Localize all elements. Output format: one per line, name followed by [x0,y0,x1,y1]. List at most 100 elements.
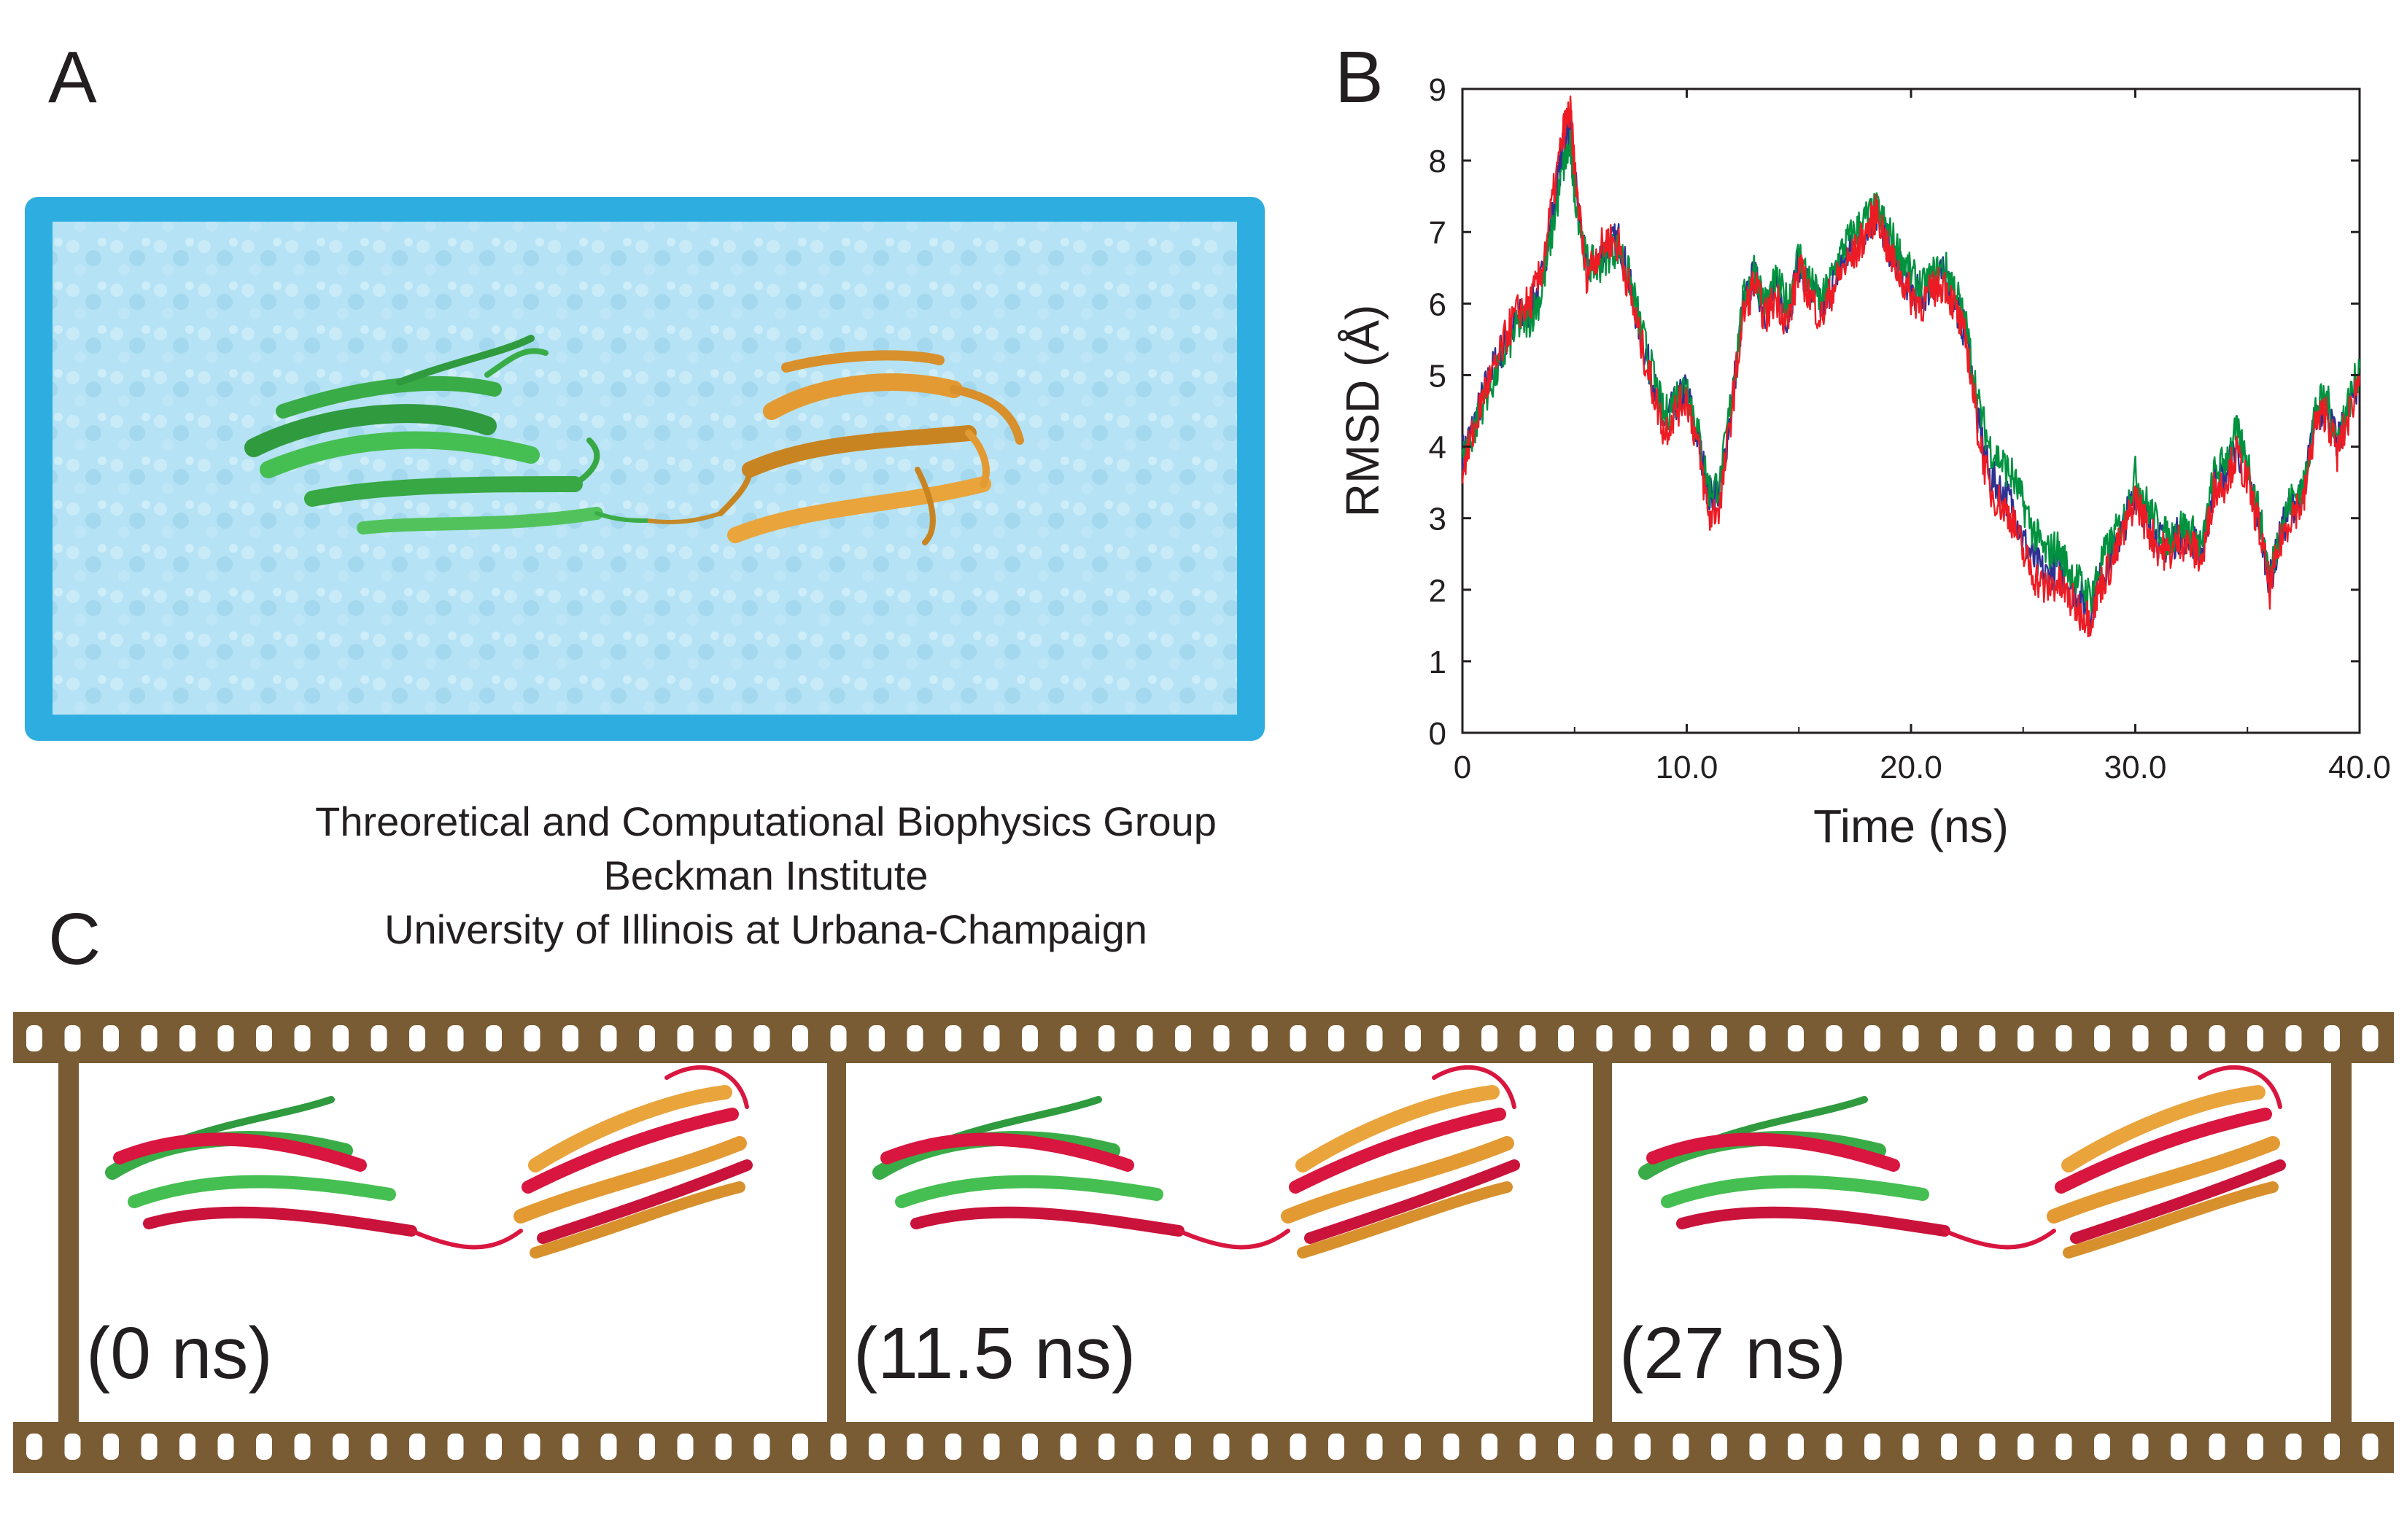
sprocket-hole [2094,1025,2110,1051]
sprocket-hole [945,1025,961,1051]
sprocket-hole [792,1025,808,1051]
sprocket-hole [1864,1434,1880,1460]
panel-label-a: A [48,36,97,118]
credit-university: University of Illinois at Urbana-Champai… [384,906,1147,952]
rmsd-chart: 0 1 2 3 4 5 6 7 8 9 0 10.0 20.0 30.0 40.0 Time (ns) RM… [1336,73,2391,852]
sprocket-hole [2285,1434,2302,1460]
sprocket-hole [1213,1025,1230,1051]
red-overlay-strand [910,1206,1185,1237]
sprocket-hole [1673,1434,1689,1460]
sprocket-hole [2171,1434,2187,1460]
x-tick-label: 20.0 [1880,750,1942,785]
sprocket-hole [600,1434,617,1460]
sprocket-hole [26,1025,42,1051]
sprocket-hole [677,1025,694,1051]
sprocket-hole [371,1434,387,1460]
credit-group: Threoretical and Computational Biophysic… [315,798,1217,844]
y-tick-label: 0 [1429,716,1446,752]
sprocket-hole [1826,1025,1842,1051]
sprocket-hole [983,1434,1000,1460]
red-overlay-loop [2198,1065,2282,1109]
frame-label-11-5ns: (11.5 ns) [853,1312,1136,1394]
sprocket-hole [1366,1025,1383,1051]
sprocket-hole [830,1025,847,1051]
sprocket-hole [1136,1434,1153,1460]
y-axis-label: RMSD (Å) [1336,305,1389,518]
sprocket-hole [333,1025,349,1051]
sprocket-hole [716,1025,732,1051]
x-tick-label: 10.0 [1656,750,1718,785]
sprocket-hole [1902,1434,1919,1460]
red-overlay-strand [1289,1108,1506,1194]
red-overlay-strand [113,1132,367,1172]
sprocket-hole [1405,1434,1421,1460]
sprocket-hole [2324,1025,2340,1051]
series-line-2 [1461,129,2361,613]
sprocket-hole [830,1434,847,1460]
sprocket-hole [1290,1434,1306,1460]
x-tick-label: 40.0 [2328,750,2391,785]
film-strip: (0 ns) (11.5 ns) (27 ns) [13,1012,2394,1473]
film-bottom-band [13,1422,2394,1473]
frame-label-0ns: (0 ns) [86,1312,273,1394]
x-axis-label: Time (ns) [1813,800,2009,852]
red-overlay-strand [880,1132,1134,1172]
sprocket-hole [1252,1434,1268,1460]
water-box-interior [53,222,1237,715]
sprocket-hole [600,1025,617,1051]
y-tick-label: 8 [1429,144,1446,179]
red-overlay-loop [1432,1065,1516,1109]
red-overlay-strand [143,1206,417,1237]
sprocket-hole [1711,1434,1727,1460]
linker [409,1229,523,1250]
water-box-illustration [25,197,1265,741]
sprocket-hole [1519,1434,1536,1460]
frame-structure-2 [872,1065,1520,1259]
y-tick-label: 7 [1429,215,1446,251]
sprocket-hole [639,1025,655,1051]
sprocket-hole [1979,1025,1996,1051]
sprocket-hole [1749,1434,1766,1460]
sprocket-hole [945,1434,961,1460]
sprocket-hole [103,1025,119,1051]
sprocket-hole [1022,1434,1038,1460]
sprocket-hole [1596,1434,1613,1460]
sprocket-hole [294,1025,311,1051]
film-top-band [13,1012,2394,1063]
sprocket-hole [486,1434,502,1460]
sprocket-hole [1175,1434,1191,1460]
sprocket-hole [1022,1025,1038,1051]
sprocket-hole [333,1434,349,1460]
sprocket-hole [1366,1434,1383,1460]
red-overlay-strand [522,1108,739,1194]
green-strand [128,1175,396,1208]
sprocket-hole [1252,1025,1268,1051]
sprocket-hole [1558,1025,1574,1051]
orange-strand [2063,1181,2279,1259]
sprocket-hole [1711,1025,1727,1051]
series-line-3 [1461,96,2361,638]
sprocket-hole [1596,1025,1613,1051]
sprocket-hole [983,1025,1000,1051]
sprocket-hole [179,1025,195,1051]
red-overlay-strand [537,1159,753,1244]
red-overlay-loop [664,1065,749,1109]
orange-strand [2047,1136,2280,1224]
sprocket-hole [2362,1025,2379,1051]
sprocket-hole [409,1025,425,1051]
sprocket-hole [1481,1434,1497,1460]
film-divider-2 [1593,1063,1612,1422]
sprocket-hole [2247,1434,2263,1460]
sprocket-hole [486,1025,502,1051]
sprocket-hole [753,1434,770,1460]
sprocket-hole [2055,1434,2072,1460]
x-tick-label: 30.0 [2104,750,2167,785]
sprocket-hole [64,1434,81,1460]
orange-strand [1281,1136,1514,1224]
sprocket-hole [1290,1025,1306,1051]
sprocket-hole [256,1434,272,1460]
sprocket-hole [1098,1025,1115,1051]
sprocket-hole [26,1434,42,1460]
film-left-edge [58,1063,79,1422]
sprocket-hole [1864,1025,1880,1051]
